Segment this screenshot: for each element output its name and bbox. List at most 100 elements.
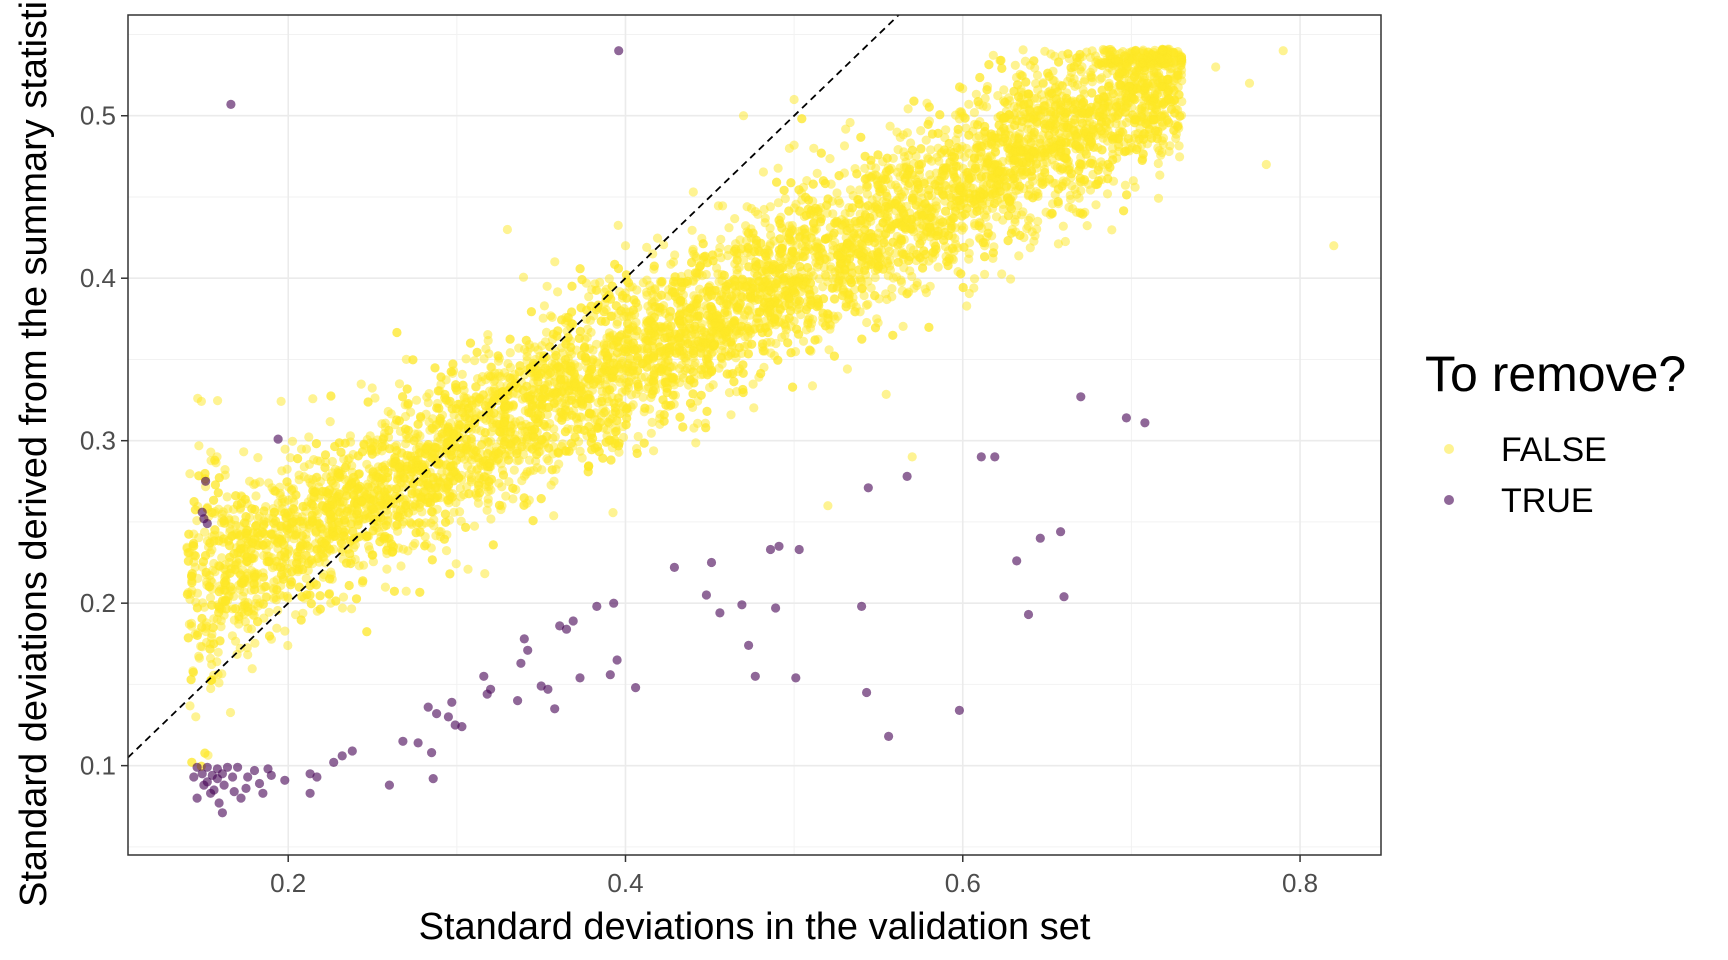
point-false	[243, 650, 253, 660]
point-false	[854, 185, 865, 195]
point-false	[646, 286, 656, 296]
point-false	[980, 93, 990, 103]
point-false	[997, 269, 1007, 279]
point-false	[969, 108, 980, 118]
point-false	[196, 396, 206, 406]
point-false	[931, 197, 941, 207]
point-false	[521, 469, 531, 479]
point-false	[688, 187, 698, 197]
point-false	[1058, 221, 1068, 231]
point-false	[1078, 85, 1088, 95]
point-false	[902, 128, 913, 138]
point-false	[646, 428, 656, 438]
point-false	[1023, 221, 1033, 231]
point-false	[402, 434, 412, 444]
point-false	[839, 141, 850, 151]
point-false	[898, 321, 908, 331]
point-false	[575, 412, 585, 422]
point-false	[1053, 239, 1063, 249]
point-false	[833, 276, 844, 286]
point-false	[380, 582, 390, 592]
point-false	[214, 678, 224, 688]
point-false	[649, 446, 659, 456]
point-false	[724, 388, 735, 398]
point-false	[192, 516, 202, 526]
point-false	[964, 99, 974, 109]
point-false	[835, 198, 845, 208]
point-false	[941, 125, 951, 135]
point-false	[463, 564, 473, 574]
point-false	[530, 342, 540, 352]
point-false	[251, 491, 261, 501]
point-false	[717, 359, 727, 369]
point-false	[466, 477, 476, 487]
point-false	[1060, 236, 1070, 247]
point-false	[538, 313, 548, 323]
point-false	[773, 198, 784, 208]
point-false	[272, 623, 282, 633]
point-false	[1153, 158, 1163, 169]
point-false	[429, 521, 439, 531]
point-false	[642, 275, 652, 285]
point-false	[243, 623, 253, 634]
point-false	[553, 287, 563, 297]
point-false	[862, 182, 872, 192]
point-false	[508, 494, 518, 504]
point-false	[461, 354, 471, 364]
point-false	[683, 269, 693, 279]
point-false	[801, 325, 812, 335]
point-false	[652, 233, 663, 243]
point-false	[916, 143, 926, 154]
point-false	[503, 359, 513, 369]
point-false	[480, 569, 490, 579]
point-false	[713, 201, 724, 211]
point-false	[542, 281, 552, 291]
point-false	[885, 121, 895, 131]
point-false	[680, 365, 690, 375]
point-false	[906, 138, 916, 148]
point-false	[1014, 251, 1024, 261]
point-false	[887, 284, 897, 294]
point-false	[186, 618, 197, 628]
point-false	[870, 272, 880, 283]
point-false	[583, 324, 593, 334]
point-false	[832, 188, 842, 198]
point-false	[194, 653, 204, 663]
point-false	[862, 317, 872, 328]
point-false	[512, 456, 522, 466]
point-false	[337, 545, 347, 555]
point-false	[739, 255, 749, 265]
point-false	[1064, 202, 1074, 212]
point-false	[708, 380, 718, 390]
point-false	[1120, 180, 1130, 190]
point-false	[750, 207, 761, 217]
point-false	[896, 277, 907, 287]
point-false	[410, 538, 420, 549]
point-false	[253, 513, 263, 523]
point-false	[1025, 243, 1035, 253]
point-false	[1010, 217, 1020, 227]
point-false	[354, 561, 364, 571]
point-false	[471, 382, 481, 392]
point-false	[285, 453, 295, 463]
point-false	[988, 50, 998, 60]
point-false	[518, 272, 529, 282]
point-false	[382, 564, 392, 574]
point-false	[451, 559, 461, 569]
point-false	[730, 214, 740, 224]
point-false	[411, 395, 422, 405]
point-false	[776, 255, 786, 265]
point-false	[771, 338, 781, 349]
point-false	[1010, 60, 1020, 70]
point-false	[964, 288, 974, 299]
point-false	[1032, 224, 1042, 234]
point-false	[483, 330, 493, 340]
point-false	[1066, 194, 1076, 204]
point-false	[1137, 101, 1147, 111]
point-false	[283, 495, 293, 505]
point-false	[979, 210, 990, 220]
point-false	[980, 269, 990, 279]
point-false	[633, 431, 643, 442]
point-false	[777, 332, 787, 342]
point-false	[1175, 152, 1185, 162]
